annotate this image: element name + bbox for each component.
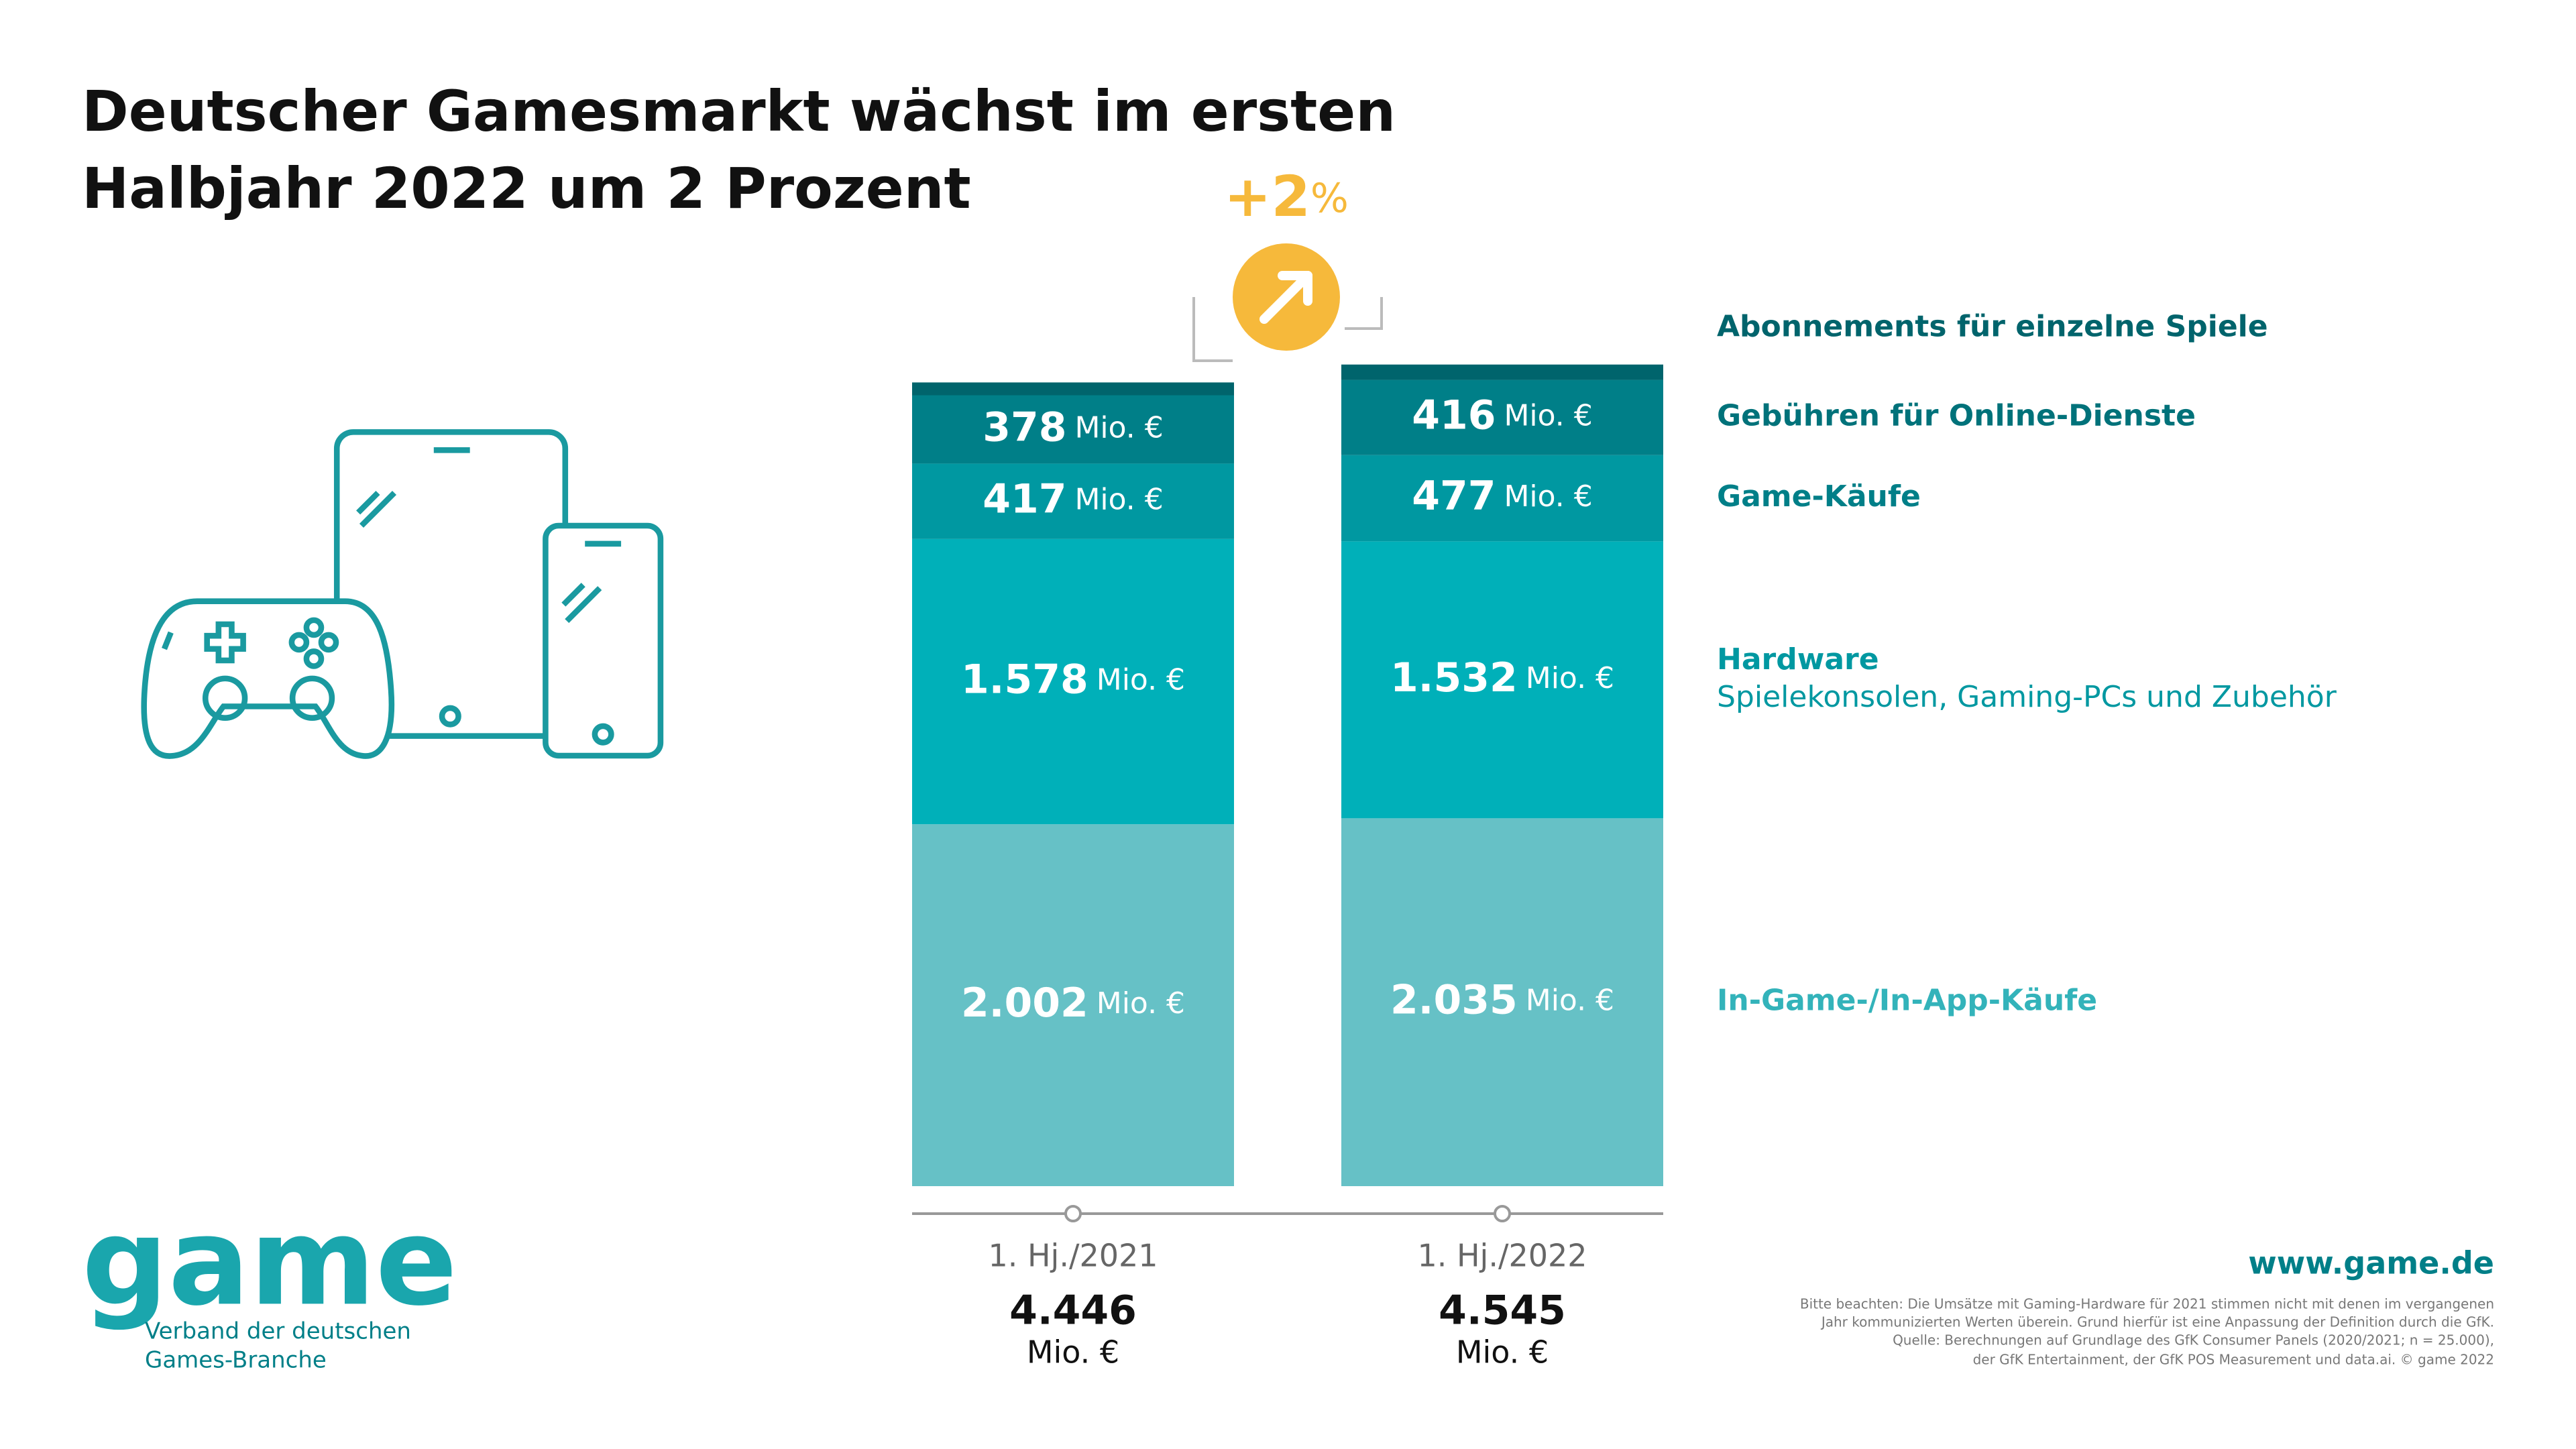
legend-label: Gebühren für Online-Dienste — [1717, 399, 2196, 433]
change-bracket — [1192, 297, 1383, 362]
data-value: 1.578 — [961, 656, 1088, 703]
footnote: der GfK Entertainment, der GfK POS Measu… — [1973, 1352, 2494, 1368]
logo: game — [82, 1192, 457, 1332]
bar-segment — [1341, 455, 1663, 542]
data-unit: Mio. € — [1526, 984, 1614, 1018]
bar-segment — [912, 538, 1234, 825]
url: www.game.de — [2248, 1245, 2494, 1281]
legend-label: Hardware — [1717, 642, 1879, 677]
data-label: 71 Mio. € — [997, 318, 1150, 365]
tagline: Games-Branche — [145, 1347, 327, 1374]
total-unit: Mio. € — [1456, 1334, 1549, 1371]
data-label: 2.035 Mio. € — [1390, 976, 1614, 1023]
bar-segment — [1341, 541, 1663, 819]
x-tick-label: 1. Hj./2021 — [988, 1238, 1158, 1274]
bar-segment — [1341, 380, 1663, 455]
data-label: 2.002 Mio. € — [961, 980, 1185, 1027]
data-label: 1.578 Mio. € — [961, 656, 1185, 703]
total-unit: Mio. € — [1027, 1334, 1119, 1371]
data-unit: Mio. € — [1074, 410, 1163, 445]
legend-label: In-Game-/In-App-Käufe — [1717, 984, 2097, 1018]
bar-segment — [912, 463, 1234, 539]
data-label: 477 Mio. € — [1412, 473, 1593, 520]
x-tick-label: 1. Hj./2022 — [1417, 1238, 1587, 1274]
data-unit: Mio. € — [1526, 661, 1614, 695]
data-unit: Mio. € — [1490, 307, 1579, 341]
change-value: +2 — [1224, 164, 1310, 229]
data-value: 85 — [1426, 300, 1482, 347]
bar-segment — [1341, 818, 1663, 1186]
bar-segment — [912, 382, 1234, 396]
change-unit: % — [1310, 175, 1349, 222]
category-marker — [1494, 1205, 1511, 1222]
data-value: 417 — [983, 475, 1066, 522]
legend-label: Game-Käufe — [1717, 479, 1921, 514]
change-arrow — [1259, 271, 1312, 324]
data-label: 416 Mio. € — [1412, 392, 1593, 439]
change-label: +2% — [1224, 164, 1349, 229]
chart-title: Deutscher Gamesmarkt wächst im ersten — [82, 78, 1396, 144]
data-value: 378 — [983, 404, 1066, 451]
data-unit: Mio. € — [1074, 483, 1163, 517]
total-label: 4.446 — [1009, 1287, 1137, 1334]
data-value: 71 — [997, 318, 1053, 365]
footnote: Jahr kommunizierten Werten überein. Grun… — [1820, 1314, 2494, 1330]
data-unit: Mio. € — [1097, 663, 1185, 697]
legend-label: Abonnements für einzelne Spiele — [1717, 310, 2268, 344]
data-unit: Mio. € — [1504, 479, 1592, 514]
data-value: 2.002 — [961, 980, 1088, 1027]
legend-description: Spielekonsolen, Gaming-PCs und Zubehör — [1717, 680, 2337, 714]
data-label: 85 Mio. € — [1426, 300, 1579, 347]
devices-icon — [141, 429, 664, 759]
data-value: 1.532 — [1390, 654, 1518, 701]
data-label: 1.532 Mio. € — [1390, 654, 1614, 701]
bar-segment — [912, 824, 1234, 1186]
data-label: 378 Mio. € — [983, 404, 1164, 451]
data-value: 2.035 — [1390, 976, 1518, 1023]
footnote: Bitte beachten: Die Umsätze mit Gaming-H… — [1800, 1296, 2494, 1312]
data-label: 417 Mio. € — [983, 475, 1164, 522]
bar-segment — [912, 395, 1234, 464]
data-value: 416 — [1412, 392, 1496, 439]
total-label: 4.545 — [1439, 1287, 1566, 1334]
data-unit: Mio. € — [1504, 399, 1592, 433]
data-unit: Mio. € — [1061, 325, 1150, 359]
tagline: Verband der deutschen — [145, 1318, 411, 1345]
chart-title: Halbjahr 2022 um 2 Prozent — [82, 156, 971, 221]
bar-segment — [1341, 364, 1663, 380]
footnote: Quelle: Berechnungen auf Grundlage des G… — [1893, 1332, 2494, 1348]
data-unit: Mio. € — [1097, 986, 1185, 1021]
category-marker — [1064, 1205, 1082, 1222]
data-value: 477 — [1412, 473, 1496, 520]
